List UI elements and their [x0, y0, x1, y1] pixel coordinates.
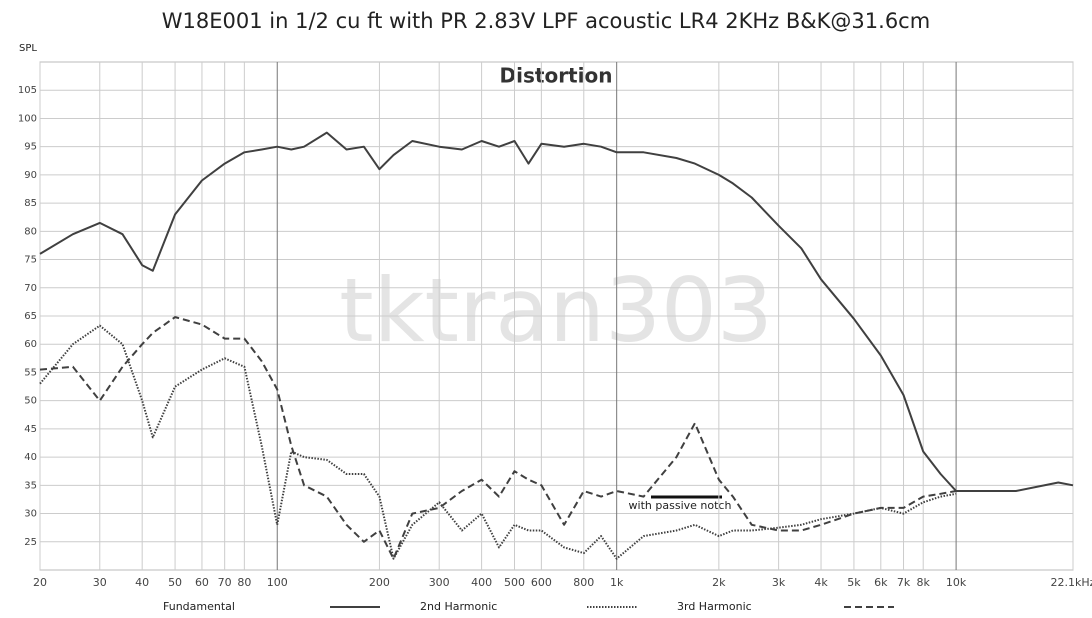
- x-tick-label: 40: [135, 576, 149, 589]
- x-tick-label: 600: [531, 576, 552, 589]
- y-tick-label: 30: [24, 509, 37, 520]
- y-tick-label: 100: [18, 113, 37, 124]
- y-tick-label: 45: [24, 424, 37, 435]
- x-tick-label: 2k: [712, 576, 726, 589]
- x-tick-label: 500: [504, 576, 525, 589]
- x-tick-label: 1k: [610, 576, 624, 589]
- series-line: [39, 316, 957, 560]
- series-line: [39, 324, 957, 560]
- y-tick-label: 40: [24, 452, 37, 463]
- annotation: Distortion: [500, 64, 613, 88]
- y-tick-label: 55: [24, 367, 37, 378]
- y-tick-label: 105: [18, 85, 37, 96]
- x-tick-label: 60: [195, 576, 209, 589]
- y-tick-label: 70: [24, 283, 37, 294]
- x-tick-label: 6k: [874, 576, 888, 589]
- y-tick-label: 25: [24, 537, 37, 548]
- x-tick-label: 100: [267, 576, 288, 589]
- watermark: tktran303: [339, 259, 773, 362]
- x-tick-label: 800: [573, 576, 594, 589]
- y-axis-label: SPL: [19, 43, 37, 54]
- x-tick-label: 8k: [917, 576, 931, 589]
- annotation: with passive notch: [629, 499, 732, 512]
- legend-label: Fundamental: [163, 600, 235, 613]
- legend-label: 3rd Harmonic: [677, 600, 752, 613]
- x-tick-label: 20: [33, 576, 47, 589]
- y-tick-label: 95: [24, 142, 37, 153]
- x-tick-label: 10k: [946, 576, 967, 589]
- y-tick-label: 60: [24, 339, 37, 350]
- y-tick-label: 75: [24, 255, 37, 266]
- x-tick-label: 5k: [847, 576, 861, 589]
- x-tick-label: 30: [93, 576, 107, 589]
- legend-label: 2nd Harmonic: [420, 600, 497, 613]
- x-tick-label: 7k: [897, 576, 911, 589]
- y-tick-label: 85: [24, 198, 37, 209]
- y-tick-label: 80: [24, 226, 37, 237]
- x-tick-label: 3k: [772, 576, 786, 589]
- x-tick-label: 50: [168, 576, 182, 589]
- x-tick-label: 4k: [814, 576, 828, 589]
- x-tick-label: 300: [429, 576, 450, 589]
- y-tick-label: 50: [24, 396, 37, 407]
- x-tick-label: 70: [218, 576, 232, 589]
- chart-title: W18E001 in 1/2 cu ft with PR 2.83V LPF a…: [162, 9, 930, 33]
- x-tick-label: 22.1kHz: [1051, 576, 1092, 589]
- x-tick-label: 200: [369, 576, 390, 589]
- y-tick-label: 35: [24, 480, 37, 491]
- x-tick-label: 80: [237, 576, 251, 589]
- y-tick-label: 90: [24, 170, 37, 181]
- x-tick-label: 400: [471, 576, 492, 589]
- series-line: [39, 131, 1074, 492]
- y-tick-label: 65: [24, 311, 37, 322]
